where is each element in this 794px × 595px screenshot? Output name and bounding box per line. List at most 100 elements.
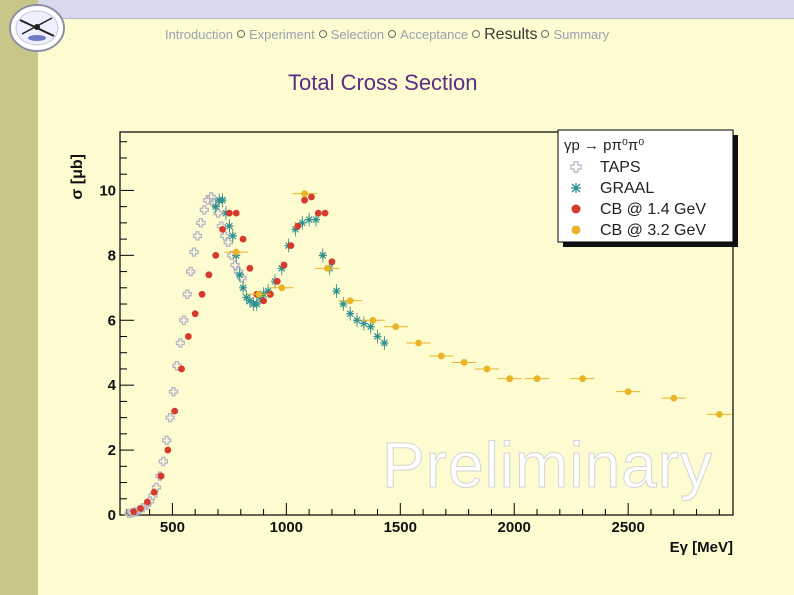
taps-point bbox=[168, 387, 179, 397]
cb-1-4-gev-point bbox=[246, 264, 254, 272]
graal-point bbox=[359, 319, 368, 328]
nav-item-experiment[interactable]: Experiment bbox=[248, 27, 315, 42]
graal-point bbox=[245, 296, 254, 305]
cb-3-2-gev-point bbox=[301, 190, 308, 198]
cb-3-2-gev-point bbox=[232, 248, 240, 256]
graal-point bbox=[339, 300, 348, 309]
graal-point bbox=[211, 202, 220, 211]
graal-point bbox=[239, 283, 248, 292]
cb-1-4-gev-point bbox=[212, 251, 220, 259]
cb-1-4-gev-point bbox=[150, 488, 158, 496]
cb-3-2-gev-point bbox=[415, 339, 422, 347]
taps-point bbox=[213, 208, 223, 218]
top-bar bbox=[38, 0, 794, 19]
taps-point bbox=[196, 218, 206, 228]
taps-point bbox=[182, 289, 192, 299]
x-tick-label: 1500 bbox=[384, 519, 417, 536]
taps-point bbox=[209, 198, 220, 209]
graal-point bbox=[346, 309, 355, 318]
taps-point bbox=[223, 237, 233, 248]
taps-point bbox=[162, 435, 172, 445]
legend-marker-taps bbox=[570, 161, 582, 173]
cb-1-4-gev-point bbox=[260, 297, 267, 305]
graal-point bbox=[305, 215, 314, 224]
nav-separator-icon bbox=[318, 29, 327, 38]
taps-point bbox=[230, 260, 240, 270]
taps-point bbox=[192, 231, 203, 241]
graal-point bbox=[277, 264, 286, 273]
nav-item-results[interactable]: Results bbox=[484, 26, 538, 43]
cb-3-2-gev-point bbox=[460, 359, 468, 366]
x-tick-label: 1000 bbox=[270, 519, 303, 536]
nav-item-acceptance[interactable]: Acceptance bbox=[400, 27, 469, 42]
graal-point bbox=[366, 322, 375, 331]
taps-point bbox=[206, 192, 216, 202]
cb-3-2-gev-point bbox=[624, 388, 632, 396]
taps-point bbox=[127, 508, 138, 518]
y-axis-label: σ [μb] bbox=[69, 154, 86, 200]
cb-1-4-gev-point bbox=[239, 235, 247, 243]
cb-1-4-gev-point bbox=[130, 508, 138, 516]
cb-3-2-gev-point bbox=[346, 297, 354, 305]
taps-point bbox=[175, 338, 186, 348]
graal-point bbox=[311, 215, 320, 224]
cb-1-4-gev-point bbox=[198, 290, 206, 298]
cb-1-4-gev-point bbox=[287, 242, 295, 250]
graal-point bbox=[242, 293, 251, 302]
legend-label: CB @ 3.2 GeV bbox=[600, 222, 706, 239]
slide-title: Total Cross Section bbox=[288, 70, 478, 95]
cb-1-4-gev-point bbox=[178, 365, 185, 373]
y-tick-label: 4 bbox=[108, 377, 117, 394]
cb-3-2-gev-point bbox=[323, 264, 331, 272]
cb-1-4-gev-point bbox=[308, 193, 315, 201]
cb-1-4-gev-point bbox=[294, 222, 302, 230]
cb-1-4-gev-point bbox=[314, 209, 322, 217]
x-tick-label: 2500 bbox=[611, 519, 644, 536]
y-tick-label: 8 bbox=[108, 247, 116, 264]
cb-1-4-gev-point bbox=[143, 498, 151, 506]
cb-1-4-gev-point bbox=[171, 407, 179, 415]
legend-label: CB @ 1.4 GeV bbox=[600, 201, 706, 218]
graal-point bbox=[235, 270, 244, 279]
graal-point bbox=[221, 209, 230, 218]
cb-1-4-gev-point bbox=[205, 271, 213, 279]
taps-point bbox=[158, 456, 168, 467]
cb-1-4-gev-point bbox=[273, 277, 281, 285]
cb-3-2-gev-point bbox=[278, 284, 286, 292]
cb-3-2-gev-point bbox=[506, 375, 514, 383]
cb-1-4-gev-point bbox=[328, 258, 336, 266]
experiment-logo bbox=[9, 4, 65, 52]
nav-item-selection[interactable]: Selection bbox=[330, 27, 385, 42]
cb-3-2-gev-point bbox=[255, 290, 263, 298]
cb-3-2-gev-point bbox=[437, 352, 445, 360]
left-strip bbox=[0, 0, 38, 595]
cb-3-2-gev-point bbox=[483, 365, 491, 373]
taps-point bbox=[151, 482, 162, 493]
graal-point bbox=[228, 231, 237, 240]
nav-item-summary[interactable]: Summary bbox=[553, 27, 610, 42]
cb-1-4-gev-point bbox=[301, 196, 308, 204]
nav-separator-icon bbox=[541, 29, 550, 38]
graal-point bbox=[291, 225, 300, 234]
taps-point bbox=[189, 247, 199, 257]
section-nav: Introduction Experiment Selection Acceptanc… bbox=[165, 26, 609, 44]
cb-1-4-gev-point bbox=[184, 333, 192, 340]
nav-item-introduction[interactable]: Introduction bbox=[165, 27, 233, 42]
cb-1-4-gev-point bbox=[321, 209, 329, 217]
cb-3-2-gev-point bbox=[715, 410, 723, 418]
graal-point bbox=[256, 293, 265, 302]
graal-point bbox=[318, 251, 327, 260]
legend-label: TAPS bbox=[600, 159, 641, 176]
preliminary-watermark: Preliminary bbox=[381, 429, 714, 502]
legend-marker-graal bbox=[571, 183, 581, 193]
y-tick-label: 2 bbox=[108, 442, 116, 459]
graal-point bbox=[218, 196, 227, 205]
taps-point bbox=[185, 266, 196, 277]
cb-1-4-gev-point bbox=[191, 310, 199, 318]
graal-point bbox=[352, 316, 361, 325]
taps-point bbox=[233, 266, 244, 277]
legend-marker-cb-3-2-gev bbox=[571, 225, 581, 235]
cb-1-4-gev-point bbox=[232, 209, 240, 217]
cb-1-4-gev-point bbox=[219, 225, 226, 233]
cb-1-4-gev-point bbox=[137, 505, 144, 512]
